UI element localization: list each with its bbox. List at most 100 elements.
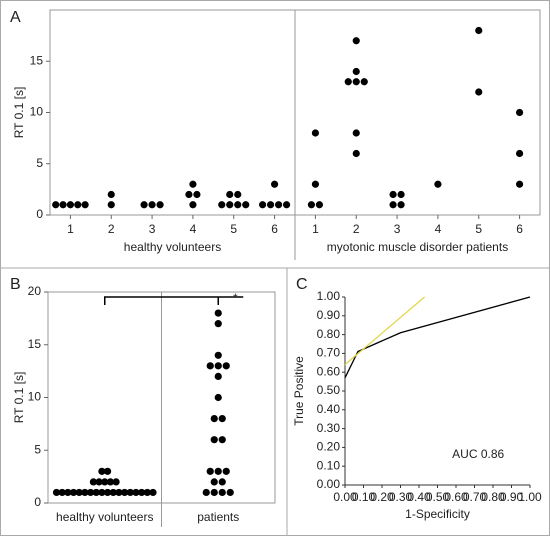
y-tick-label: 0.80 — [317, 327, 341, 341]
dot — [106, 478, 115, 486]
dot — [222, 362, 230, 370]
dot — [193, 190, 201, 199]
y-axis-label: RT 0.1 [s] — [12, 87, 26, 139]
dot — [234, 201, 242, 209]
dot — [282, 201, 291, 209]
y-tick-label: 0.70 — [317, 346, 341, 360]
dot — [52, 488, 61, 497]
panel-letter: A — [10, 9, 21, 26]
x-tick-label: 4 — [435, 222, 442, 236]
y-tick-label: 20 — [28, 284, 42, 298]
x-tick-label: 0.50 — [426, 490, 450, 504]
x-tick-label: 5 — [230, 222, 237, 236]
dot — [189, 201, 197, 209]
dot — [315, 201, 324, 209]
x-tick-label: patients — [197, 510, 239, 524]
dot — [214, 393, 222, 402]
dot — [138, 488, 146, 497]
dot — [214, 362, 222, 370]
roc-line — [344, 296, 425, 366]
x-tick-label: healthy volunteers — [56, 510, 153, 524]
dot — [274, 201, 283, 209]
dot — [156, 201, 164, 209]
x-tick-label: 6 — [516, 222, 523, 236]
dot — [143, 488, 151, 497]
y-tick-label: 0 — [34, 495, 41, 509]
x-tick-label: 1.00 — [518, 490, 542, 504]
y-axis-label: True Positive — [292, 356, 306, 426]
group-label: myotonic muscle disorder patients — [327, 240, 508, 254]
dot — [389, 190, 397, 199]
y-tick-label: 0.00 — [317, 477, 341, 491]
dot — [397, 190, 405, 199]
dot — [52, 201, 60, 209]
dot — [206, 362, 214, 370]
x-tick-label: 0.40 — [407, 490, 431, 504]
dot — [352, 67, 360, 76]
dot — [202, 488, 210, 497]
dot — [103, 488, 112, 497]
dot — [107, 190, 115, 199]
dot — [98, 488, 106, 497]
x-tick-label: 5 — [475, 222, 482, 236]
dot — [475, 26, 483, 35]
dot — [148, 201, 156, 209]
x-tick-label: 0.90 — [500, 490, 524, 504]
dot — [103, 467, 112, 475]
y-tick-label: 0.50 — [317, 383, 341, 397]
dot — [234, 190, 242, 199]
dot — [112, 478, 120, 486]
x-tick-label: 4 — [190, 222, 197, 236]
dot — [218, 488, 226, 497]
dot — [214, 372, 222, 380]
dot — [307, 201, 316, 209]
dot — [266, 201, 275, 209]
dot — [515, 180, 524, 188]
y-tick-label: 15 — [28, 337, 42, 351]
y-tick-label: 0.10 — [317, 458, 341, 472]
dot — [226, 190, 234, 199]
x-tick-label: 0.00 — [333, 490, 357, 504]
dot — [515, 108, 524, 117]
dot — [352, 149, 360, 158]
x-tick-label: 2 — [353, 222, 360, 236]
dot — [58, 488, 66, 497]
y-axis-label: RT 0.1 [s] — [12, 372, 26, 424]
dot — [226, 201, 234, 209]
y-tick-label: 0.40 — [317, 402, 341, 416]
dot — [64, 488, 72, 497]
x-tick-label: 1 — [312, 222, 319, 236]
y-tick-label: 0.20 — [317, 440, 341, 454]
x-tick-label: 0.60 — [444, 490, 468, 504]
dot — [92, 488, 100, 497]
y-tick-label: 5 — [36, 156, 43, 170]
significance-bracket — [104, 296, 244, 305]
y-tick-label: 10 — [30, 105, 44, 119]
dot — [101, 478, 109, 486]
dot — [344, 78, 352, 86]
x-tick-label: 2 — [108, 222, 115, 236]
dot — [210, 488, 218, 497]
dot — [89, 478, 97, 486]
dot — [59, 201, 67, 209]
dot — [189, 180, 197, 188]
dot — [270, 180, 279, 188]
dot — [214, 320, 222, 328]
significance-label: * — [233, 291, 238, 305]
dot — [132, 488, 140, 497]
dot — [226, 488, 234, 497]
dot — [210, 436, 218, 444]
y-tick-label: 10 — [28, 390, 42, 404]
x-tick-label: 0.80 — [481, 490, 505, 504]
dot — [397, 201, 405, 209]
x-tick-label: 0.20 — [370, 490, 394, 504]
x-axis-label: 1-Specificity — [405, 507, 470, 521]
dot — [389, 201, 397, 209]
dot — [95, 478, 103, 486]
dot — [218, 201, 226, 209]
y-tick-label: 0.60 — [317, 364, 341, 378]
x-tick-label: 0.70 — [463, 490, 487, 504]
x-tick-label: 1 — [67, 222, 74, 236]
dot — [81, 201, 89, 209]
